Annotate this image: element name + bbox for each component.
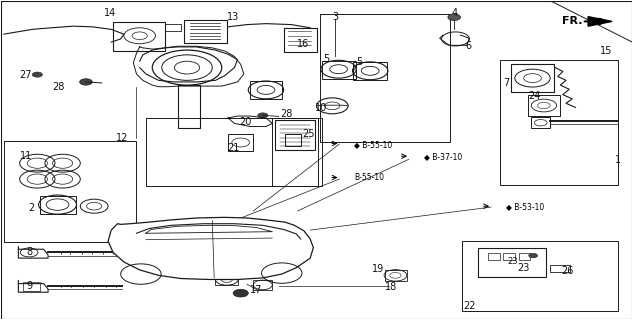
- Bar: [285, 134, 301, 146]
- Bar: [184, 20, 227, 44]
- Text: 3: 3: [332, 12, 339, 22]
- Circle shape: [258, 113, 268, 118]
- Text: ◆ B-53-10: ◆ B-53-10: [506, 202, 544, 211]
- Text: 17: 17: [250, 285, 263, 295]
- Text: 13: 13: [227, 12, 239, 22]
- Text: 27: 27: [20, 70, 32, 80]
- Text: 12: 12: [116, 133, 128, 143]
- Text: 11: 11: [20, 151, 32, 161]
- Circle shape: [529, 253, 537, 258]
- Bar: [40, 196, 77, 214]
- Text: 20: 20: [239, 117, 252, 127]
- Text: 21: 21: [227, 143, 239, 153]
- Bar: [4, 141, 137, 242]
- Polygon shape: [108, 217, 313, 279]
- Bar: [250, 81, 282, 100]
- Text: 10: 10: [315, 103, 328, 113]
- Bar: [272, 118, 318, 187]
- Text: 25: 25: [303, 129, 315, 139]
- Bar: [528, 95, 560, 116]
- Bar: [320, 14, 450, 141]
- Circle shape: [448, 14, 460, 20]
- Text: B-55-10: B-55-10: [354, 173, 384, 182]
- Bar: [146, 118, 322, 187]
- Circle shape: [80, 79, 92, 85]
- Bar: [215, 274, 238, 285]
- Text: 9: 9: [27, 281, 33, 291]
- Bar: [488, 253, 499, 260]
- Bar: [503, 253, 515, 260]
- Bar: [275, 120, 315, 150]
- Text: 22: 22: [463, 301, 475, 311]
- Text: 28: 28: [53, 82, 65, 92]
- Text: 19: 19: [372, 264, 384, 274]
- Bar: [550, 265, 570, 272]
- Text: FR.: FR.: [562, 16, 582, 27]
- Bar: [461, 241, 618, 311]
- Text: 1: 1: [615, 155, 622, 165]
- Circle shape: [233, 289, 248, 297]
- Bar: [385, 270, 408, 281]
- Text: 23: 23: [518, 263, 530, 273]
- Text: 7: 7: [503, 78, 509, 88]
- Bar: [531, 117, 550, 128]
- Bar: [511, 64, 554, 92]
- Text: 28: 28: [280, 109, 292, 119]
- Text: 14: 14: [104, 8, 116, 18]
- Bar: [518, 253, 530, 260]
- Text: 5: 5: [323, 54, 330, 64]
- Text: ◆ B-55-10: ◆ B-55-10: [354, 140, 392, 148]
- Circle shape: [32, 72, 42, 77]
- Bar: [499, 60, 618, 186]
- Bar: [477, 248, 546, 277]
- Bar: [322, 60, 356, 79]
- Bar: [253, 280, 272, 290]
- Text: ◆ B-37-10: ◆ B-37-10: [424, 152, 462, 161]
- Text: 16: 16: [296, 39, 309, 49]
- Text: 18: 18: [385, 282, 397, 292]
- Text: 26: 26: [561, 266, 574, 276]
- Text: 23: 23: [507, 258, 518, 267]
- Text: 8: 8: [27, 247, 33, 257]
- Bar: [23, 282, 41, 291]
- Polygon shape: [588, 17, 612, 26]
- Text: 24: 24: [528, 91, 541, 101]
- Text: 6: 6: [465, 41, 471, 51]
- Text: 2: 2: [28, 204, 34, 213]
- Bar: [353, 62, 387, 80]
- Bar: [113, 22, 165, 51]
- Text: 4: 4: [451, 8, 457, 18]
- Bar: [228, 134, 253, 151]
- Text: 5: 5: [356, 57, 363, 67]
- Bar: [284, 28, 316, 52]
- Text: 15: 15: [599, 46, 612, 56]
